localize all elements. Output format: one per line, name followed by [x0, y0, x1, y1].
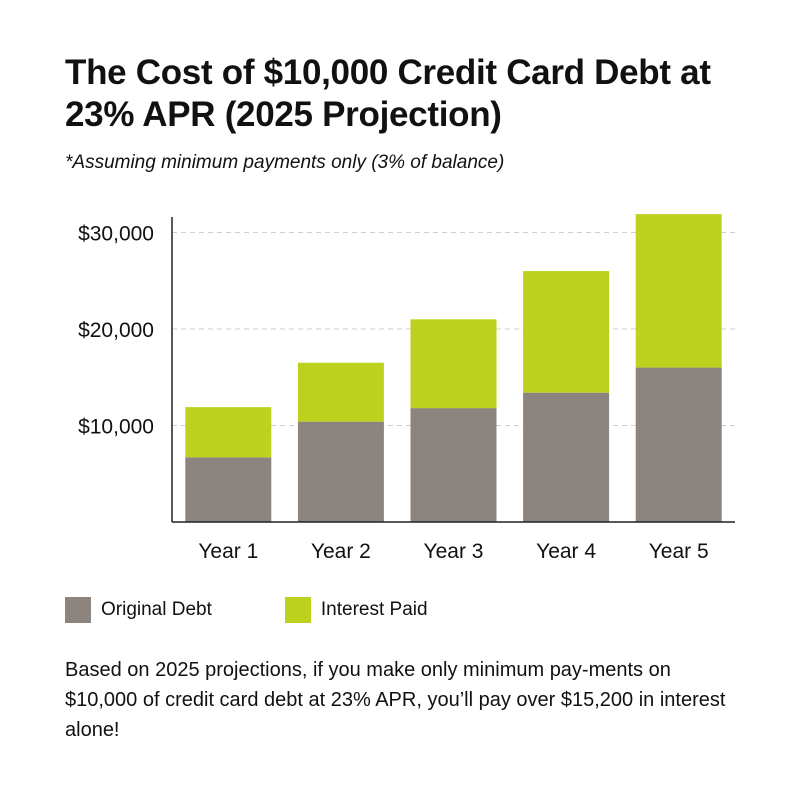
y-tick-label: $20,000 [78, 319, 154, 342]
bar-interest-paid [297, 362, 384, 422]
y-tick-label: $30,000 [78, 222, 154, 245]
legend-item-interest-paid: Interest Paid [284, 597, 428, 623]
bar-interest-paid [635, 214, 722, 368]
legend-item-original-debt: Original Debt [65, 597, 212, 623]
summary-note: Based on 2025 projections, if you make o… [65, 659, 726, 741]
y-tick-label: $10,000 [78, 415, 154, 438]
bar-original-debt [635, 367, 722, 522]
x-tick-label: Year 1 [198, 540, 258, 563]
interest-paid-swatch [284, 597, 311, 623]
legend: Original Debt Interest Paid [65, 597, 501, 623]
x-tick-label: Year 3 [424, 540, 484, 563]
x-tick-label: Year 5 [649, 540, 709, 563]
chart-title: The Cost of $10,000 Credit Card Debt at … [65, 53, 711, 134]
bars [185, 214, 722, 522]
bar-interest-paid [523, 271, 610, 393]
tick-labels: $10,000 $20,000 $30,000 Year 1 Year 2 Year 3 Y… [78, 222, 709, 563]
x-tick-label: Year 4 [536, 540, 596, 563]
legend-label-interest-paid: Interest Paid [320, 599, 428, 620]
bar-interest-paid [185, 407, 272, 458]
bar-original-debt [410, 408, 497, 522]
x-tick-label: Year 2 [311, 540, 371, 563]
bar-interest-paid [410, 319, 497, 409]
stacked-bar-chart: $10,000 $20,000 $30,000 Year 1 Year 2 Year 3 Y… [78, 214, 735, 563]
bar-original-debt [523, 392, 610, 522]
bar-original-debt [185, 457, 272, 522]
original-debt-swatch [65, 597, 91, 623]
legend-label-original-debt: Original Debt [101, 599, 212, 620]
bar-original-debt [297, 421, 384, 522]
axes [171, 217, 735, 523]
chart-subtitle: *Assuming minimum payments only (3% of b… [65, 152, 505, 173]
